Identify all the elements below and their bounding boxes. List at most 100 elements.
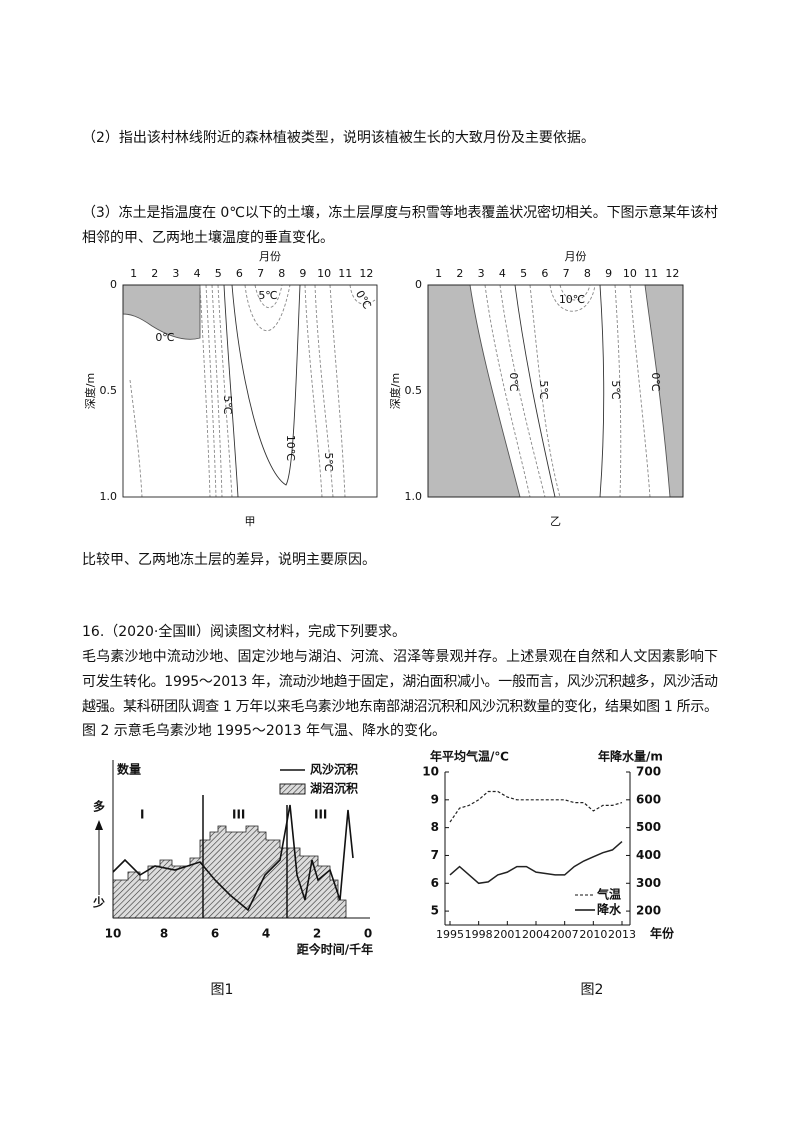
- month-label: 9: [605, 267, 612, 280]
- month-label: 6: [236, 267, 243, 280]
- question: （3）冻土是指温度在 0℃以下的土壤，冻土层厚度与积雪等地表覆盖状况密切相关。下…: [82, 204, 718, 221]
- y-tick-label: 5: [431, 904, 439, 918]
- y-tick-label: 7: [431, 848, 439, 862]
- isotherm-label: 10℃: [559, 293, 585, 306]
- y2-tick-label: 500: [636, 820, 661, 834]
- y-tick-label: 10: [422, 765, 439, 779]
- x-tick-label: 6: [211, 927, 219, 941]
- legend-label: 气温: [596, 887, 621, 902]
- axis-title: 年平均气温/℃: [430, 749, 509, 764]
- axis-title: 月份: [259, 250, 281, 263]
- y2-tick-label: 200: [636, 904, 661, 918]
- x-tick-label: 2007: [551, 928, 579, 941]
- heading: 16.（2020·全国Ⅲ）阅读图文材料，完成下列要求。: [82, 623, 406, 640]
- panel-label: 甲: [245, 515, 256, 528]
- legend-label: 风沙沉积: [310, 762, 358, 777]
- paragraph-line: 越强。某科研团队调查 1 万年以来毛乌素沙地东南部湖沼沉积和风沙沉积数量的变化，…: [82, 699, 718, 715]
- depth-label: 0: [415, 278, 422, 291]
- x-tick-label: 2: [313, 927, 321, 941]
- contour-panel: [122, 284, 378, 498]
- month-label: 12: [359, 267, 373, 280]
- axis-note: 少: [92, 895, 105, 910]
- axis-title: 深度/m: [388, 373, 402, 409]
- question: （2）指出该村林线附近的森林植被类型，说明该植被生长的大致月份及主要依据。: [82, 130, 595, 146]
- question: 比较甲、乙两地冻土层的差异，说明主要原因。: [82, 551, 376, 568]
- month-label: 11: [338, 267, 352, 280]
- y-tick-label: 8: [431, 820, 439, 834]
- x-tick-label: 8: [160, 927, 168, 941]
- y2-tick-label: 700: [636, 765, 661, 779]
- x-tick-label: 1995: [436, 928, 464, 941]
- month-label: 7: [563, 267, 570, 280]
- month-label: 1: [435, 267, 442, 280]
- depth-label: 1.0: [405, 490, 423, 503]
- month-label: 9: [299, 267, 306, 280]
- month-label: 4: [499, 267, 506, 280]
- paragraph-line: 毛乌素沙地中流动沙地、固定沙地与湖泊、河流、沼泽等景观并存。上述景观在自然和人文…: [82, 648, 718, 665]
- month-label: 11: [644, 267, 658, 280]
- y-tick-label: 6: [431, 876, 439, 890]
- month-label: 4: [194, 267, 201, 280]
- legend-label: 降水: [597, 902, 622, 917]
- axis-title: 数量: [117, 762, 141, 777]
- isotherm-label: 5℃: [609, 380, 622, 399]
- month-label: 2: [456, 267, 463, 280]
- axis-title: 月份: [565, 250, 587, 263]
- caption: 图1: [211, 982, 234, 998]
- isotherm-label: 0℃: [649, 372, 662, 391]
- depth-label: 0: [110, 278, 117, 291]
- month-label: 5: [215, 267, 222, 280]
- isotherm-label: 5℃: [322, 452, 335, 471]
- x-tick-label: 2001: [493, 928, 521, 941]
- figure2-frame: [444, 772, 631, 926]
- paragraph-line: 可发生转化。1995～2013 年，流动沙地趋于固定，湖泊面积减小。一般而言，风…: [82, 673, 718, 690]
- axis-title: 深度/m: [83, 373, 97, 409]
- figure1-plot: [95, 760, 370, 919]
- month-label: 6: [541, 267, 548, 280]
- axis-title: 年份: [650, 926, 675, 941]
- depth-label: 1.0: [100, 490, 118, 503]
- y2-tick-label: 300: [636, 876, 661, 890]
- x-tick-label: 10: [105, 927, 122, 941]
- depth-label: 0.5: [405, 384, 423, 397]
- isotherm-label: 5℃: [221, 395, 234, 414]
- x-tick-label: 4: [262, 927, 270, 941]
- panel-label: 乙: [550, 515, 561, 528]
- month-label: 3: [172, 267, 179, 280]
- y-tick-label: 9: [431, 792, 439, 806]
- series-line: [449, 790, 623, 823]
- stage-label: III: [232, 808, 245, 822]
- question: 相邻的甲、乙两地土壤温度的垂直变化。: [82, 229, 334, 246]
- paragraph-line: 图 2 示意毛乌素沙地 1995～2013 年气温、降水的变化。: [82, 722, 446, 739]
- depth-label: 0.5: [100, 384, 118, 397]
- x-tick-label: 2010: [579, 928, 607, 941]
- x-tick-label: 2013: [608, 928, 636, 941]
- x-tick-label: 1998: [465, 928, 493, 941]
- isotherm-label: 0℃: [155, 331, 174, 344]
- y2-tick-label: 600: [636, 792, 661, 806]
- isotherm-label: 0℃: [353, 288, 374, 311]
- isotherm-label: 10℃: [284, 435, 297, 461]
- axis-title: 距今时间/千年: [297, 942, 373, 957]
- month-label: 7: [257, 267, 264, 280]
- month-label: 2: [151, 267, 158, 280]
- axis-note: 多: [93, 799, 105, 814]
- month-label: 5: [520, 267, 527, 280]
- contour-panel: [427, 284, 684, 498]
- month-label: 10: [623, 267, 637, 280]
- series-line: [449, 840, 623, 885]
- month-label: 8: [278, 267, 285, 280]
- legend-label: 湖沼沉积: [310, 781, 358, 796]
- caption: 图2: [581, 982, 604, 998]
- stage-label: III: [314, 808, 327, 822]
- x-tick-label: 0: [364, 927, 372, 941]
- x-tick-label: 2004: [522, 928, 550, 941]
- month-label: 12: [665, 267, 679, 280]
- stage-label: I: [140, 808, 144, 822]
- month-label: 10: [317, 267, 331, 280]
- y2-tick-label: 400: [636, 848, 661, 862]
- isotherm-label: 0℃: [507, 372, 520, 391]
- month-label: 3: [478, 267, 485, 280]
- isotherm-label: 5℃: [537, 380, 550, 399]
